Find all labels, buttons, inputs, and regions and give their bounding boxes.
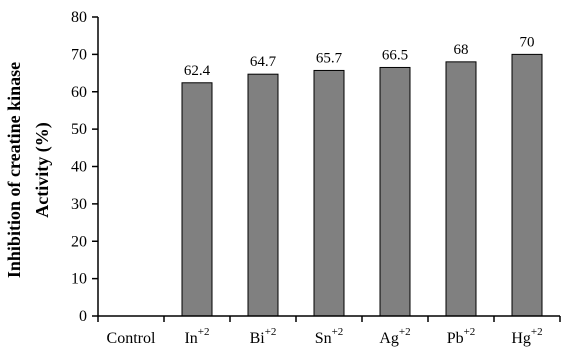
- x-axis-labels: Control In+2 Bi+2 Sn+2 Ag+2 Pb+2 Hg+2: [107, 326, 543, 347]
- data-labels: 62.4 64.7 65.7 66.5 68 70: [184, 34, 535, 78]
- x-tick-label: Control: [107, 330, 156, 347]
- bar: [181, 82, 213, 317]
- x-tick-label: In+2: [184, 326, 209, 347]
- data-label: 70: [520, 34, 535, 50]
- y-tick-label: 10: [71, 271, 87, 288]
- data-label: 68: [454, 42, 469, 58]
- y-axis-title: Inhibition of creatine kinase Activity (…: [4, 62, 53, 278]
- y-tick-label: 70: [71, 46, 87, 63]
- data-label: 64.7: [250, 54, 277, 70]
- data-label: 66.5: [382, 47, 408, 63]
- y-tick-label: 80: [71, 9, 87, 26]
- y-tick-label: 20: [71, 233, 87, 250]
- bar: [313, 69, 345, 317]
- data-label: 62.4: [184, 63, 211, 79]
- bar: [445, 61, 477, 317]
- y-axis-ticks: 0 10 20 30 40 50 60 70 80: [71, 9, 561, 325]
- x-tick-label: Hg+2: [511, 326, 542, 347]
- data-label: 65.7: [316, 50, 343, 66]
- bar: [379, 66, 411, 317]
- y-tick-label: 0: [79, 308, 87, 325]
- bar: [511, 53, 543, 317]
- y-axis-title-line2: Activity (%): [32, 122, 53, 217]
- bars: [181, 53, 543, 317]
- y-tick-label: 50: [71, 121, 87, 138]
- x-tick-label: Bi+2: [250, 326, 277, 347]
- y-tick-label: 60: [71, 84, 87, 101]
- y-tick-label: 30: [71, 196, 87, 213]
- x-tick-label: Sn+2: [315, 326, 344, 347]
- x-tick-label: Ag+2: [379, 326, 410, 347]
- y-tick-label: 40: [71, 159, 87, 176]
- x-tick-label: Pb+2: [447, 326, 476, 347]
- bar: [247, 73, 279, 317]
- y-axis-title-line1: Inhibition of creatine kinase: [4, 62, 24, 278]
